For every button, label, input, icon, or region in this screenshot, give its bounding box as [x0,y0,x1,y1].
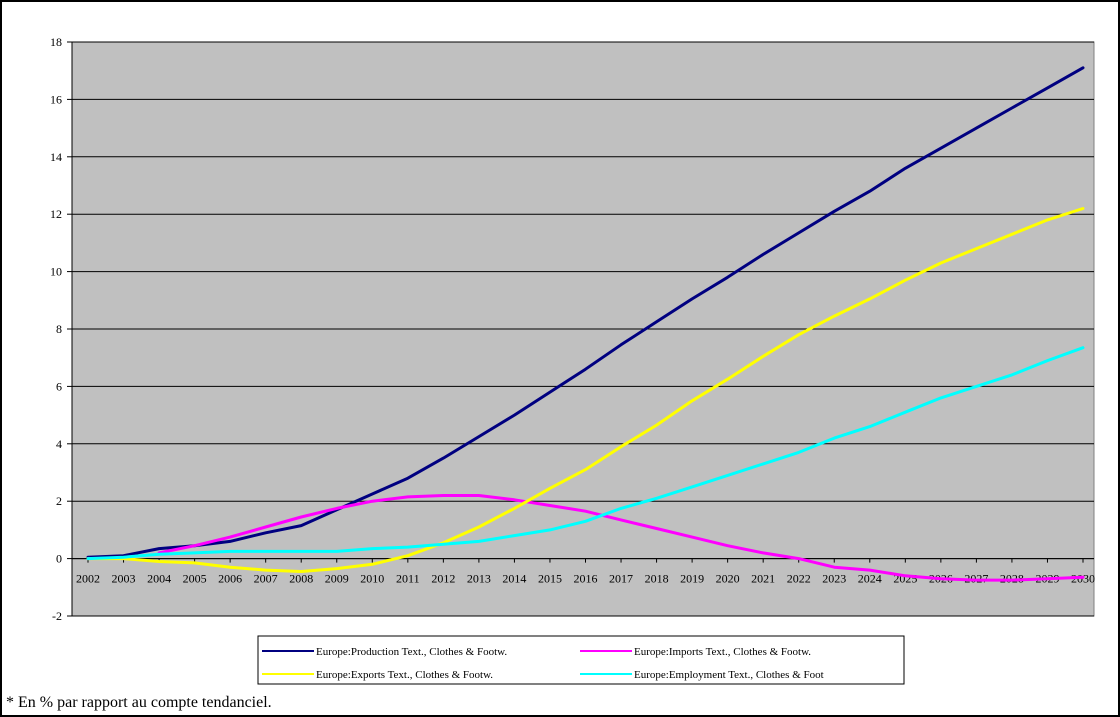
series-line-3 [86,346,1085,561]
x-tick-label: 2011 [396,572,420,586]
x-tick-label: 2005 [183,572,207,586]
x-tick-label: 2012 [431,572,455,586]
legend-label-2: Europe:Exports Text., Clothes & Footw. [316,669,493,681]
y-tick-label: 16 [50,92,62,106]
y-tick-label: 18 [50,35,62,49]
legend-label-1: Europe:Imports Text., Clothes & Footw. [634,646,811,658]
series-line-0 [86,66,1085,559]
legend-box [257,635,905,685]
x-tick-label: 2007 [254,572,278,586]
series-lines [86,66,1085,582]
x-tick-label: 2006 [218,572,242,586]
x-tick-label: 2017 [609,572,633,586]
y-tick-label: 10 [50,265,62,279]
y-tick-label: 2 [56,494,62,508]
y-tick-label: 6 [56,379,62,393]
x-tick-label: 2018 [645,572,669,586]
x-tick-label: 2004 [147,572,171,586]
y-tick-label: 14 [50,150,62,164]
legend-label-3: Europe:Employment Text., Clothes & Foot [634,669,824,681]
y-tick-label: -2 [52,609,62,623]
y-tick-label: 4 [56,437,62,451]
legend-label-0: Europe:Production Text., Clothes & Footw… [316,646,507,658]
x-tick-label: 2014 [502,572,526,586]
x-tick-label: 2008 [289,572,313,586]
x-tick-label: 2013 [467,572,491,586]
x-tick-label: 2003 [112,572,136,586]
x-tick-label: 2023 [822,572,846,586]
x-tick-label: 2024 [858,572,882,586]
x-tick-label: 2019 [680,572,704,586]
legend: Europe:Production Text., Clothes & Footw… [257,635,905,685]
y-tick-label: 12 [50,207,62,221]
x-tick-label: 2016 [574,572,598,586]
x-tick-label: 2009 [325,572,349,586]
footnote: * En % par rapport au compte tendanciel. [6,694,272,711]
x-tick-label: 2002 [76,572,100,586]
x-tick-label: 2020 [716,572,740,586]
series-line-1 [157,494,1085,582]
x-tick-label: 2010 [360,572,384,586]
y-tick-label: 8 [56,322,62,336]
x-tick-label: 2015 [538,572,562,586]
y-axis: -2 0 2 4 6 8 10 12 14 16 18 [50,35,73,623]
y-tick-label: 0 [56,552,62,566]
series-line-2 [86,207,1085,573]
x-tick-label: 2021 [751,572,775,586]
x-tick-label: 2022 [787,572,811,586]
